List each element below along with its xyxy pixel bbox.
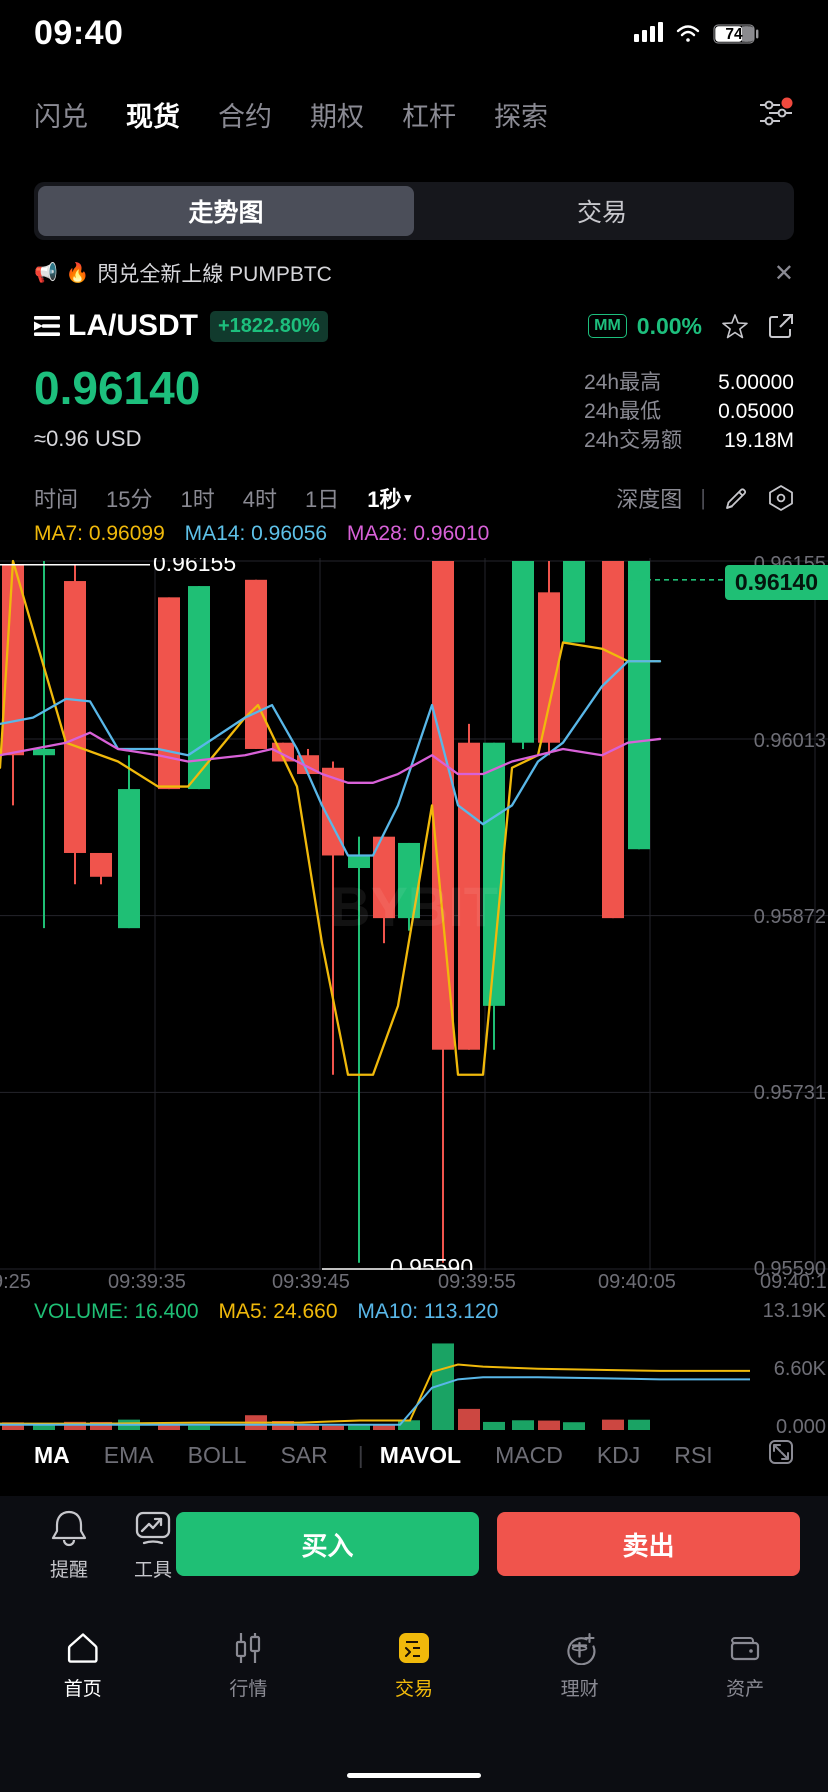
- svg-text:74: 74: [725, 26, 743, 43]
- svg-text:BYBIT: BYBIT: [330, 875, 498, 938]
- svg-text:0.96155: 0.96155: [153, 558, 236, 576]
- svg-text:0.95590: 0.95590: [390, 1254, 473, 1270]
